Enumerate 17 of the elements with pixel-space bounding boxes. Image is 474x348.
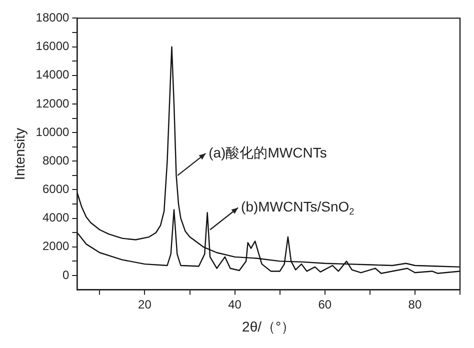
y-tick-label: 0	[62, 268, 70, 282]
y-tick-label: 4000	[42, 210, 70, 225]
y-axis-title: Intensity	[11, 128, 28, 180]
annotation: (a)酸化的MWCNTs	[208, 144, 327, 160]
y-tick-label: 10000	[36, 124, 70, 139]
y-tick-label: 14000	[36, 68, 70, 82]
x-tick-label: 20	[138, 297, 152, 312]
y-tick-label: 12000	[36, 96, 70, 110]
y-tick-label: 16000	[36, 39, 70, 54]
x-tick-label: 40	[228, 297, 242, 312]
y-tick-label: 2000	[42, 239, 70, 254]
y-tick-label: 18000	[36, 10, 70, 25]
y-tick-label: 8000	[42, 153, 70, 168]
x-tick-label: 60	[318, 297, 332, 312]
x-axis-title: 2θ/（°）	[242, 318, 296, 334]
y-tick-label: 6000	[42, 182, 70, 196]
x-tick-label: 80	[408, 297, 422, 312]
